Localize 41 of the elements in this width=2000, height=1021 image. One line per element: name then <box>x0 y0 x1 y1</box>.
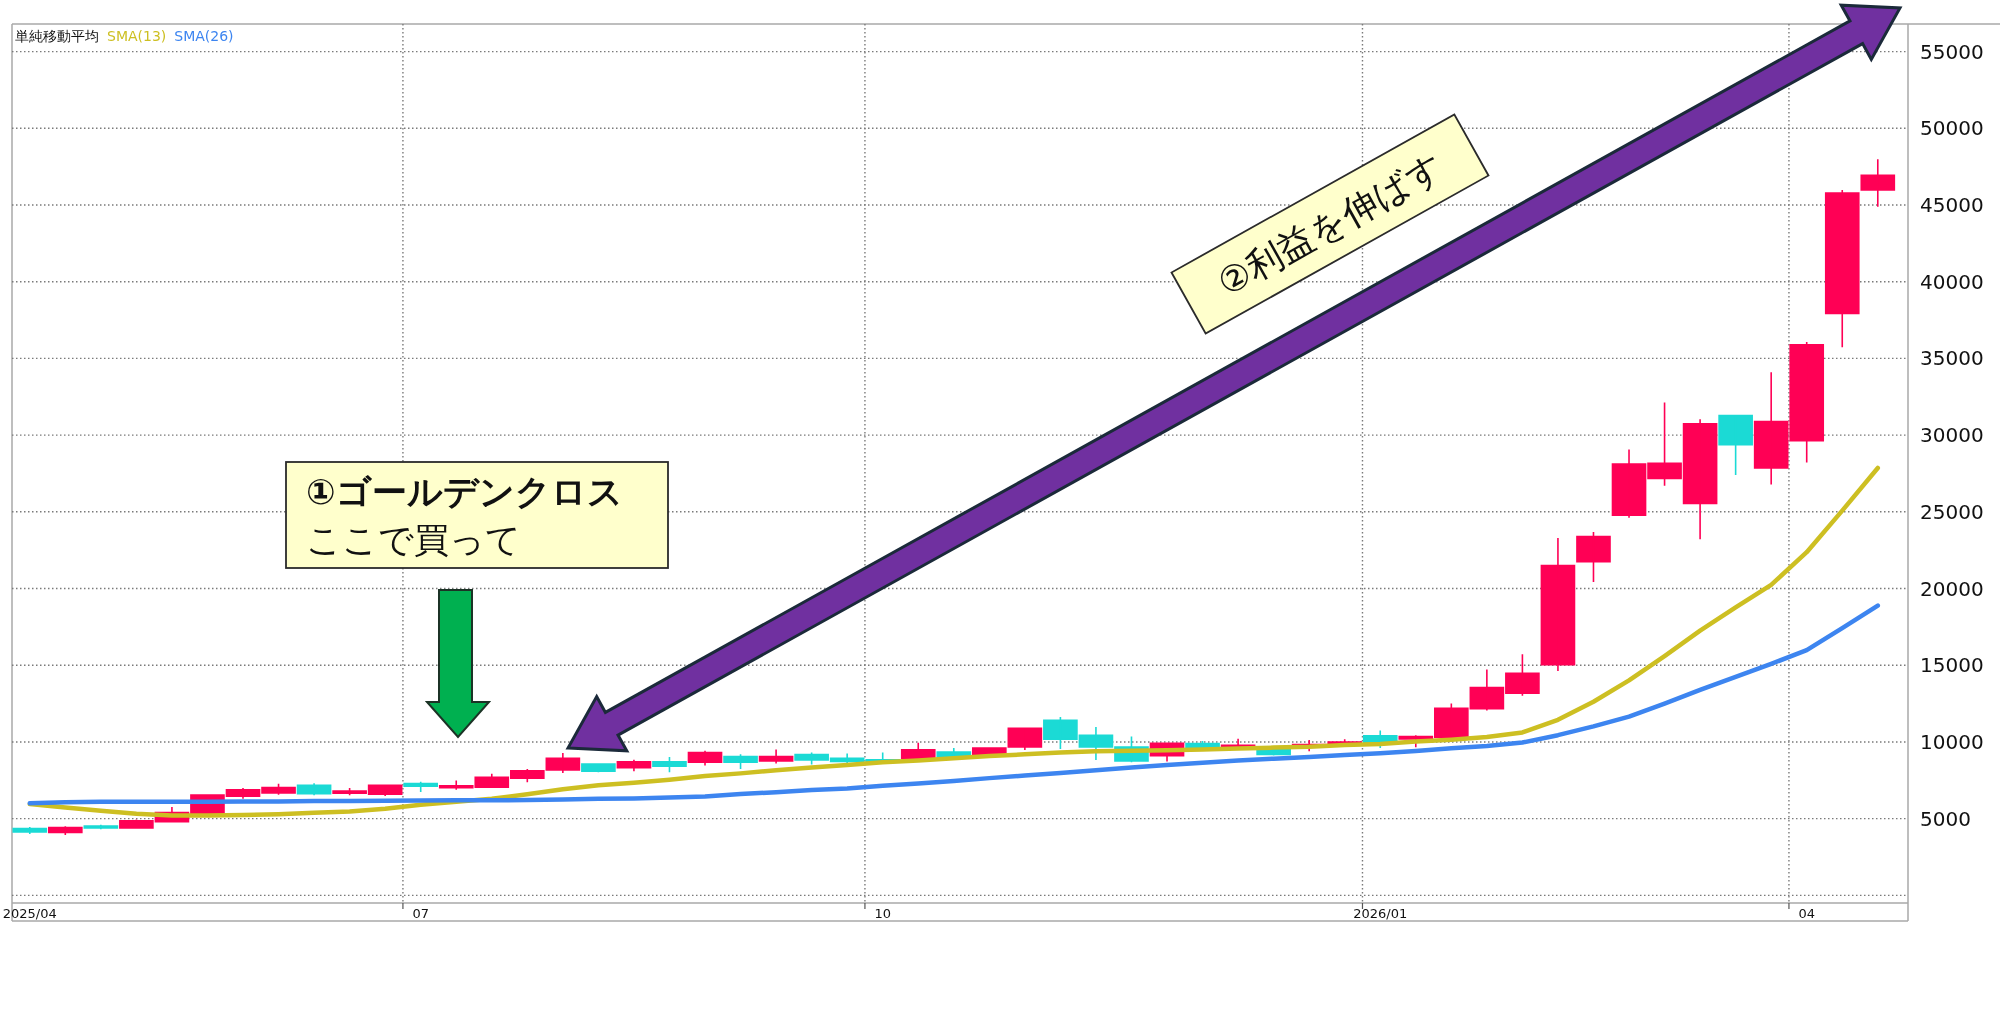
candlestick <box>900 742 936 762</box>
line-series <box>27 465 1881 818</box>
candlestick <box>1718 414 1753 476</box>
y-tick-label: 5000 <box>1920 806 1971 831</box>
text: SMA(13) <box>107 28 167 44</box>
candlestick <box>403 781 439 793</box>
y-tick-label: 10000 <box>1920 729 1984 754</box>
x-tick-label: 2025/04 <box>2 905 57 921</box>
candlestick <box>652 756 687 773</box>
y-tick-label: 15000 <box>1920 653 1984 678</box>
candlestick <box>1824 189 1860 349</box>
y-tick-label: 40000 <box>1920 269 1984 294</box>
candlestick <box>47 825 83 836</box>
candlestick <box>723 753 758 770</box>
candlestick <box>1576 531 1611 583</box>
annotation: ここで買って <box>306 520 521 560</box>
y-tick-label: 20000 <box>1920 576 1984 601</box>
x-tick-label: 04 <box>1798 905 1815 921</box>
x-tick-label: 2026/01 <box>1353 905 1408 921</box>
candlestick <box>1860 158 1896 208</box>
y-tick-label: 55000 <box>1920 39 1984 64</box>
y-tick-label: 30000 <box>1920 423 1984 448</box>
y-tick-label: 25000 <box>1920 499 1984 524</box>
candlestick <box>296 782 332 796</box>
y-tick-label: 45000 <box>1920 193 1984 218</box>
x-tick-label: 07 <box>412 905 429 921</box>
candlestick <box>758 748 794 765</box>
legend-title: 単純移動平均 <box>15 28 99 44</box>
y-tick-label: 50000 <box>1920 116 1984 141</box>
candlestick <box>83 823 119 831</box>
annotation: ①ゴールデンクロス <box>306 472 623 512</box>
x-tick-label: 10 <box>874 905 891 921</box>
line-series <box>27 603 1881 806</box>
candlestick <box>581 762 616 773</box>
candlestick <box>12 826 48 835</box>
annotation: ②利益を伸ばす <box>1210 144 1450 304</box>
candlestick <box>616 758 652 773</box>
text: SMA(26) <box>174 28 234 44</box>
candlestick <box>1540 537 1576 672</box>
candlestick <box>687 750 723 767</box>
y-tick-label: 35000 <box>1920 346 1984 371</box>
